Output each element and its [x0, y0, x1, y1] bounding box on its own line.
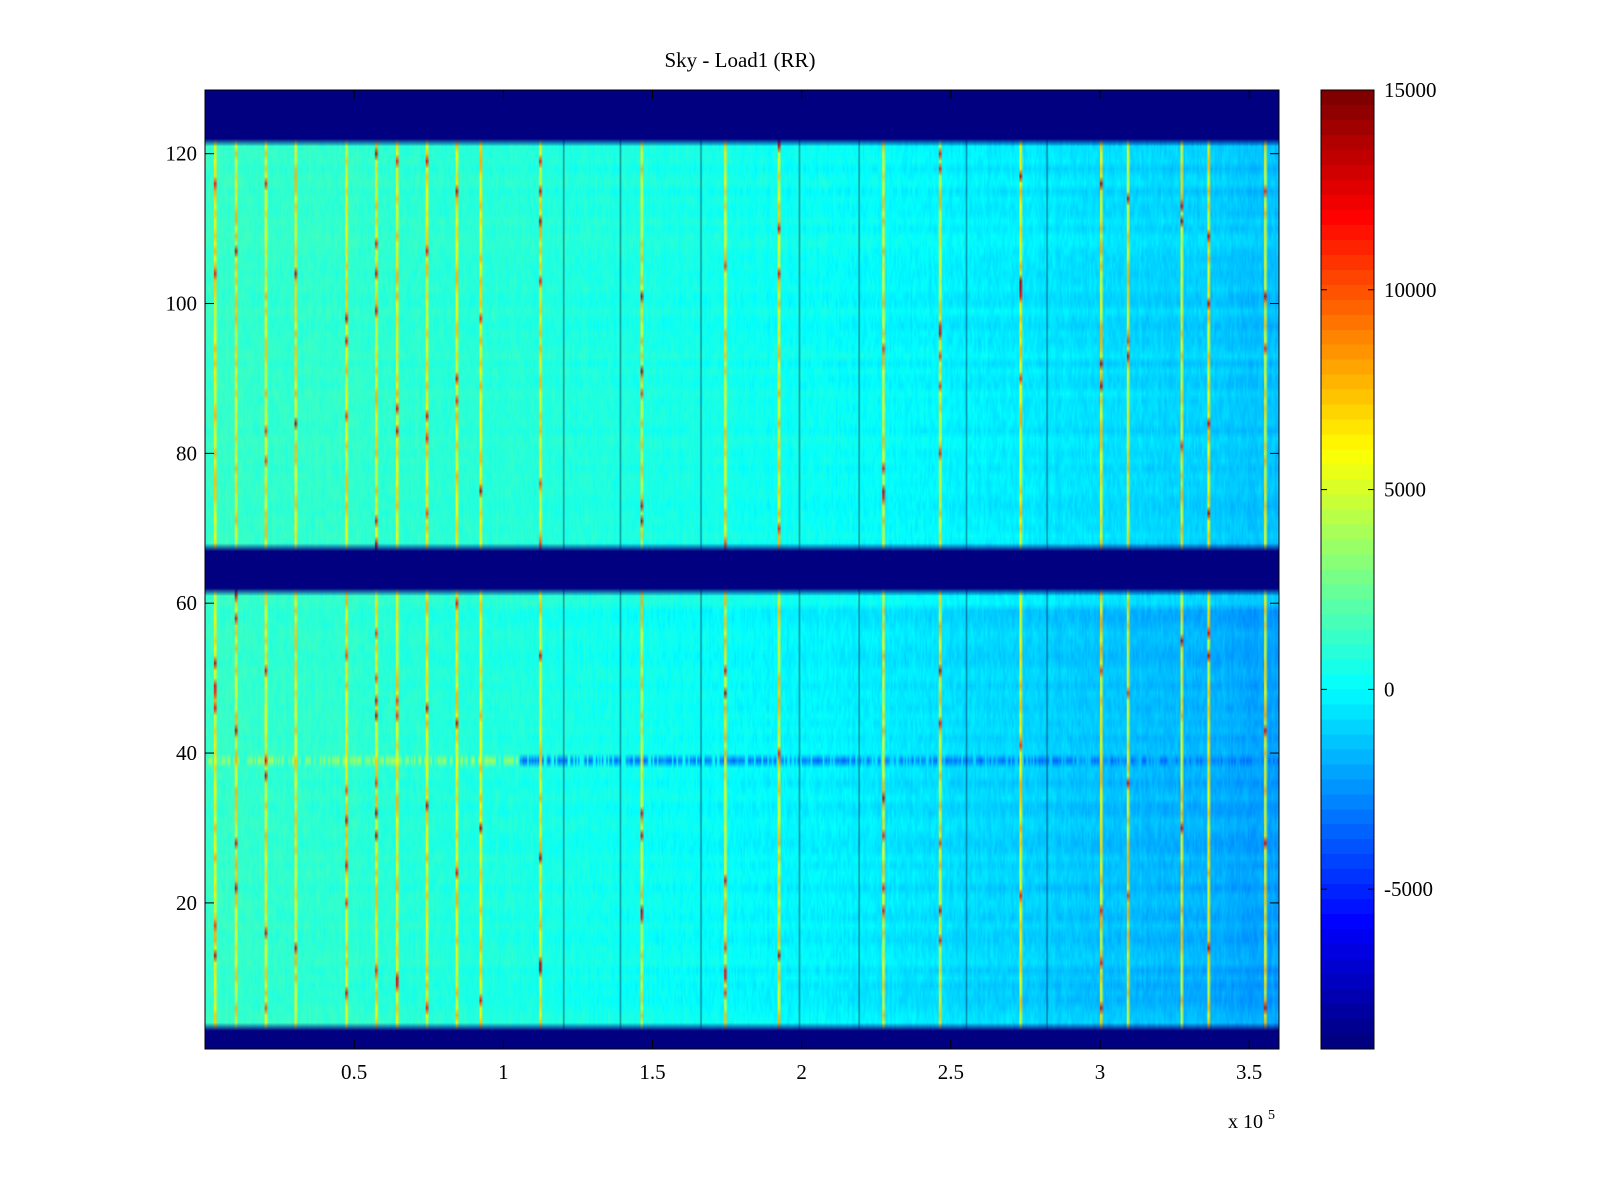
x-tick-label: 1 — [498, 1060, 509, 1084]
x-tick-label: 3 — [1095, 1060, 1106, 1084]
y-axis-ticks: 20 40 60 80 100 120 — [166, 142, 1279, 915]
y-tick-label: 100 — [166, 292, 198, 316]
y-tick-label: 60 — [176, 591, 197, 615]
colorbar-tick-label: 5000 — [1384, 478, 1426, 502]
x-tick-label: 0.5 — [341, 1060, 367, 1084]
y-tick-label: 120 — [166, 142, 198, 166]
x-multiplier-base: x 10 — [1228, 1111, 1263, 1133]
x-axis-ticks: 0.5 1 1.5 2 2.5 3 3.5 — [341, 90, 1262, 1084]
y-tick-label: 20 — [176, 891, 197, 915]
plot-frame — [204, 89, 1280, 1050]
x-multiplier-exponent: 5 — [1268, 1108, 1275, 1123]
heatmap — [205, 90, 1279, 1049]
x-tick-label: 3.5 — [1236, 1060, 1262, 1084]
colorbar-ticks: 15000 10000 5000 0 -5000 — [1321, 78, 1437, 901]
y-tick-label: 80 — [176, 441, 197, 465]
colorbar-frame — [1320, 89, 1375, 1050]
y-tick-label: 40 — [176, 741, 197, 765]
x-tick-label: 2.5 — [938, 1060, 964, 1084]
colorbar-tick-label: 10000 — [1384, 278, 1437, 302]
x-tick-label: 2 — [796, 1060, 807, 1084]
colorbar-tick-label: -5000 — [1384, 877, 1433, 901]
chart-title: Sky - Load1 (RR) — [664, 48, 815, 72]
colorbar-tick-label: 0 — [1384, 677, 1395, 701]
colorbar: 15000 10000 5000 0 -5000 — [1320, 78, 1437, 1050]
colorbar-tick-label: 15000 — [1384, 78, 1437, 102]
x-multiplier-label: x 10 5 — [1228, 1108, 1275, 1133]
x-tick-label: 1.5 — [639, 1060, 665, 1084]
colorbar-image — [1321, 90, 1374, 1049]
heatmap-image — [205, 90, 1279, 1049]
